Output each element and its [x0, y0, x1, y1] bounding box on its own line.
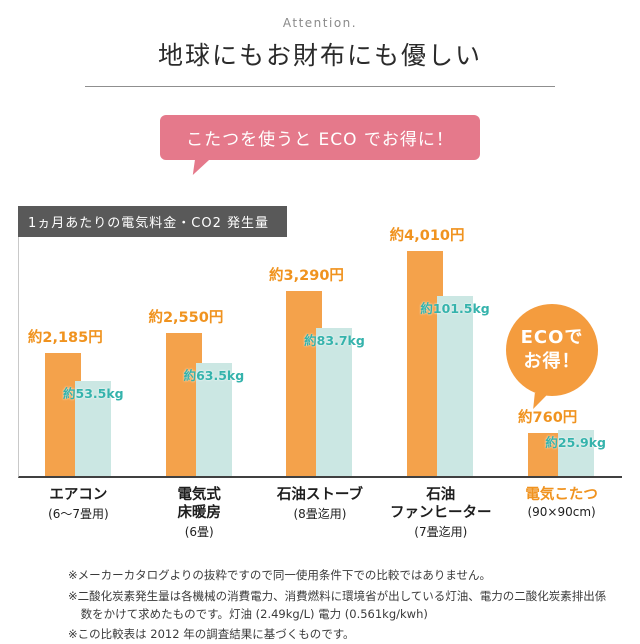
co2-bar: 約53.5kg	[63, 381, 124, 476]
co2-label: 約25.9kg	[545, 435, 606, 450]
co2-bar: 約63.5kg	[184, 363, 244, 476]
category-label: 石油 ファンヒーター (7畳迄用)	[380, 486, 501, 540]
price-label: 約2,185円	[27, 330, 103, 346]
category-name: 石油ストーブ	[276, 487, 364, 503]
co2-bar: 約83.7kg	[304, 328, 365, 476]
chart-column: 約4,010円約101.5kg	[381, 206, 502, 476]
co2-bar: 約25.9kg	[545, 430, 606, 476]
category-size: (6〜7畳用)	[48, 507, 109, 522]
category-size: (6畳)	[184, 525, 214, 540]
category-label: エアコン (6〜7畳用)	[18, 486, 139, 540]
category-size: (7畳迄用)	[414, 525, 468, 540]
footnote: ※この比較表は 2012 年の調査結果に基づくものです。	[68, 627, 355, 642]
co2-label: 約63.5kg	[183, 368, 245, 383]
category-label: 電気式 床暖房 (6畳)	[139, 486, 260, 540]
chart-column: 約760円約25.9kg	[501, 206, 622, 476]
category-name: エアコン	[49, 487, 108, 503]
eco-badge: ECOで お得！	[506, 304, 598, 396]
category-name: 電気こたつ	[525, 487, 598, 503]
speech-bubble-wrap: こたつを使うと ECO でお得に！	[0, 115, 640, 160]
price-label: 約760円	[518, 410, 578, 426]
category-name: 石油 ファンヒーター	[390, 487, 492, 522]
page-title: 地球にもお財布にも優しい	[157, 41, 482, 70]
chart-plot: 約2,185円 約53.5kg 約2,550円 約63.5kg 約3,290円 約83.7…	[18, 206, 622, 478]
footnotes: ※メーカーカタログよりの抜粋ですので同一使用条件下での比較ではありません。 ※二…	[68, 566, 610, 644]
divider	[85, 86, 555, 87]
chart-title: 1ヵ月あたりの電気料金・CO2 発生量	[18, 206, 287, 237]
chart-column: 約2,185円約53.5kg	[19, 206, 140, 476]
price-label: 約3,290円	[269, 268, 344, 284]
bar-chart: 1ヵ月あたりの電気料金・CO2 発生量 約2,185円 約53.5kg 約2,550…	[18, 206, 622, 540]
category-size: (8畳迄用)	[293, 507, 347, 522]
chart-category-labels: エアコン (6〜7畳用) 電気式 床暖房 (6畳) 石油ストーブ (8畳迄用) 石油 ファンヒー…	[18, 486, 622, 540]
category-label: 電気こたつ (90×90cm)	[501, 486, 622, 540]
footnote: ※二酸化炭素発生量は各機械の消費電力、消費燃料に環境省が出している灯油、電力の二…	[68, 588, 607, 622]
co2-label: 約83.7kg	[304, 333, 365, 348]
footnote: ※メーカーカタログよりの抜粋ですので同一使用条件下での比較ではありません。	[68, 568, 492, 583]
co2-bar: 約101.5kg	[420, 296, 490, 476]
category-label: 石油ストーブ (8畳迄用)	[260, 486, 381, 540]
co2-label: 約101.5kg	[420, 301, 490, 316]
chart-column: 約2,550円約63.5kg	[140, 206, 261, 476]
co2-label: 約53.5kg	[62, 386, 124, 401]
chart-column: 約3,290円約83.7kg	[260, 206, 381, 476]
eco-badge-line2: お得！	[523, 351, 581, 372]
category-name: 電気式 床暖房	[177, 487, 221, 522]
price-label: 約4,010円	[389, 228, 465, 244]
eco-badge-line1: ECOで	[520, 326, 584, 348]
speech-bubble: こたつを使うと ECO でお得に！	[160, 115, 480, 160]
attention-label: Attention.	[282, 16, 358, 30]
category-size: (90×90cm)	[527, 505, 596, 520]
price-label: 約2,550円	[148, 310, 224, 326]
